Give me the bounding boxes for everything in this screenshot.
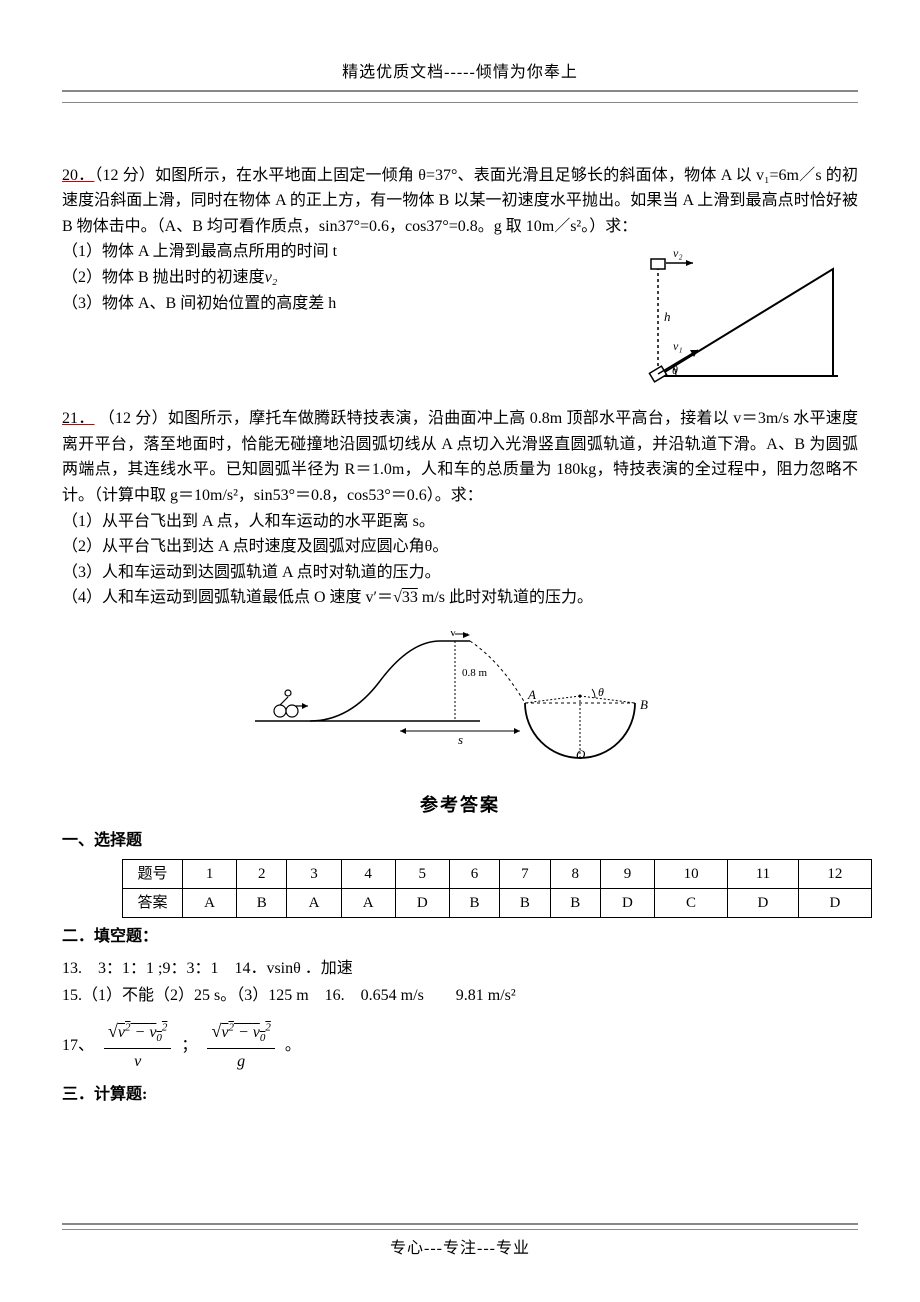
answer-17-num: 17、	[62, 1033, 94, 1059]
diagram-21-label-height: 0.8 m	[462, 667, 488, 679]
diagram-21-label-point-a: A	[527, 687, 536, 702]
problem-21-sub4: （4）人和车运动到圆弧轨道最低点 O 速度 v′＝√33 m/s 此时对轨道的压…	[62, 585, 858, 611]
formula-2: √v2 − v02 g	[207, 1017, 274, 1074]
problem-20-points: （12 分）	[94, 167, 155, 184]
problem-21-points: （12 分）	[95, 410, 168, 427]
table-ans-3: A	[287, 889, 341, 918]
diagram-21-label-s: s	[458, 732, 463, 747]
table-ans-10: C	[655, 889, 728, 918]
formula-sep: ；	[181, 1033, 197, 1059]
table-col-5: 5	[395, 860, 449, 889]
formula-end: 。	[285, 1033, 301, 1059]
table-col-6: 6	[449, 860, 499, 889]
table-ans-7: B	[500, 889, 550, 918]
table-ans-11: D	[728, 889, 799, 918]
problem-21-sub3: （3）人和车运动到达圆弧轨道 A 点时对轨道的压力。	[62, 560, 858, 586]
formula-1: √v2 − v02 v	[104, 1017, 171, 1074]
table-col-2: 2	[237, 860, 287, 889]
answer-line-13: 13. 3：1：1 ;9：3：1 14．vsinθ ．加速	[62, 956, 858, 982]
problem-21-sub4-suffix: m/s 此时对轨道的压力。	[418, 589, 593, 606]
diagram-20-label-v1: v₁	[673, 339, 683, 353]
table-ans-9: D	[600, 889, 654, 918]
table-row-header: 题号 1 2 3 4 5 6 7 8 9 10 11 12	[123, 860, 872, 889]
table-ans-1: A	[183, 889, 237, 918]
section-2-heading: 二．填空题：	[62, 924, 858, 950]
table-col-1: 1	[183, 860, 237, 889]
table-ans-6: B	[449, 889, 499, 918]
footer-text: 专心---专注---专业	[390, 1240, 530, 1257]
problem-20-sub2-prefix: （2）物体 B 抛出时的初速度	[62, 269, 265, 286]
table-ans-2: B	[237, 889, 287, 918]
diagram-20-label-v2: v₂	[673, 251, 683, 260]
page-footer: 专心---专注---专业	[0, 1223, 920, 1262]
section-1-heading: 一、选择题	[62, 828, 858, 854]
table-ans-4: A	[341, 889, 395, 918]
table-ans-12: D	[798, 889, 871, 918]
footer-rule-thick	[62, 1223, 858, 1225]
problem-21-sub1: （1）从平台飞出到 A 点，人和车运动的水平距离 s。	[62, 509, 858, 535]
answer-table: 题号 1 2 3 4 5 6 7 8 9 10 11 12 答案 A B A A…	[122, 859, 872, 918]
diagram-21-label-theta: θ	[598, 685, 604, 699]
problem-20-text: 20．（12 分）如图所示，在水平地面上固定一倾角 θ=37°、表面光滑且足够长…	[62, 163, 858, 240]
problem-21-number: 21．	[62, 410, 95, 427]
table-row-answers: 答案 A B A A D B B B D C D D	[123, 889, 872, 918]
table-col-11: 11	[728, 860, 799, 889]
table-col-10: 10	[655, 860, 728, 889]
footer-rule-thin	[62, 1229, 858, 1230]
problem-20: 20．（12 分）如图所示，在水平地面上固定一倾角 θ=37°、表面光滑且足够长…	[62, 163, 858, 317]
table-col-4: 4	[341, 860, 395, 889]
diagram-20: B v₂ h A v₁ θ	[648, 251, 848, 391]
page-header: 精选优质文档-----倾情为你奉上	[62, 60, 858, 86]
problem-20-main: 如图所示，在水平地面上固定一倾角 θ=37°、表面光滑且足够长的斜面体，物体 A…	[62, 167, 858, 235]
table-ans-5: D	[395, 889, 449, 918]
table-col-7: 7	[500, 860, 550, 889]
problem-20-sub2-var: v₂	[265, 269, 278, 286]
header-rule-thick	[62, 90, 858, 92]
section-3-heading: 三．计算题:	[62, 1082, 858, 1108]
table-header-label: 题号	[123, 860, 183, 889]
table-answer-label: 答案	[123, 889, 183, 918]
problem-20-number: 20．	[62, 167, 94, 184]
formula-1-den: v	[130, 1049, 145, 1075]
answers-title: 参考答案	[62, 791, 858, 820]
answer-line-15: 15.（1）不能（2）25 s。（3）125 m 16. 0.654 m/s 9…	[62, 983, 858, 1009]
table-col-12: 12	[798, 860, 871, 889]
problem-21-sub4-prefix: （4）人和车运动到圆弧轨道最低点 O 速度 v′＝	[62, 589, 393, 606]
header-rule-thin	[62, 102, 858, 103]
table-col-3: 3	[287, 860, 341, 889]
table-col-9: 9	[600, 860, 654, 889]
table-ans-8: B	[550, 889, 600, 918]
diagram-21: v 0.8 m s A B O θ	[250, 631, 670, 761]
diagram-21-label-point-o: O	[576, 747, 586, 761]
formula-2-den: g	[233, 1049, 249, 1075]
table-col-8: 8	[550, 860, 600, 889]
diagram-21-label-point-b: B	[640, 697, 648, 712]
problem-21-main: 如图所示，摩托车做腾跃特技表演，沿曲面冲上高 0.8m 顶部水平高台，接着以 v…	[62, 410, 858, 504]
answer-line-17: 17、 √v2 − v02 v ； √v2 − v02 g 。	[62, 1017, 858, 1074]
problem-21-sub2: （2）从平台飞出到达 A 点时速度及圆弧对应圆心角θ。	[62, 534, 858, 560]
diagram-21-label-v: v	[450, 631, 456, 639]
problem-21-text: 21． （12 分）如图所示，摩托车做腾跃特技表演，沿曲面冲上高 0.8m 顶部…	[62, 406, 858, 508]
problem-21: 21． （12 分）如图所示，摩托车做腾跃特技表演，沿曲面冲上高 0.8m 顶部…	[62, 406, 858, 761]
diagram-20-label-h: h	[664, 309, 671, 324]
